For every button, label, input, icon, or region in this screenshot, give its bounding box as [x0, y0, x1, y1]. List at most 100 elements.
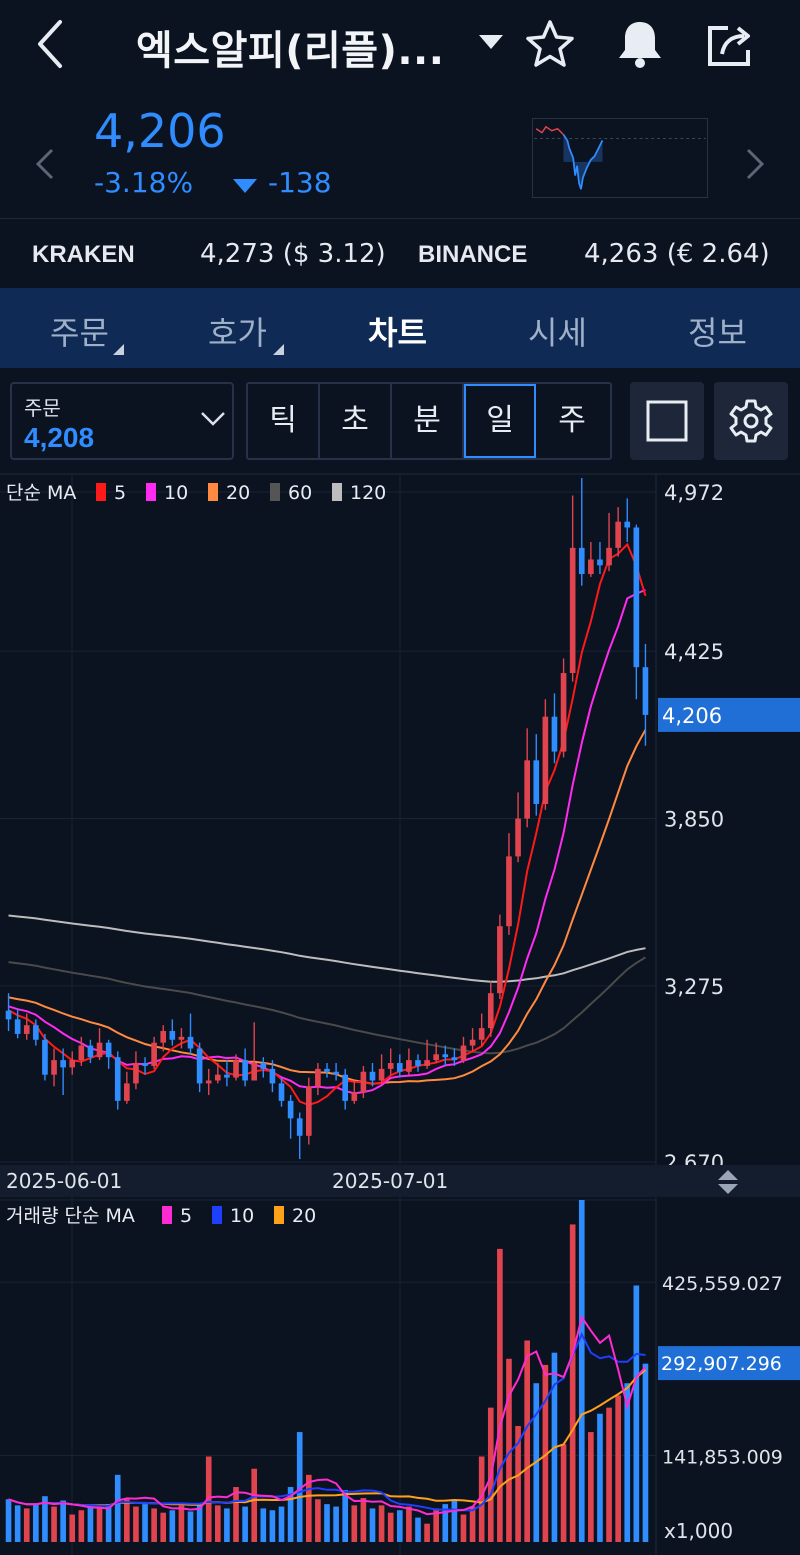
candle-body: [60, 1060, 66, 1068]
volume-bar: [560, 1444, 567, 1542]
period-minute[interactable]: 분: [392, 384, 464, 458]
mini-sparkline[interactable]: [532, 118, 708, 198]
price-chart[interactable]: 4,9724,4253,8503,2752,6704,206425,559.02…: [0, 472, 800, 1555]
legend-label: 5: [114, 482, 126, 504]
candle-body: [324, 1068, 330, 1072]
volume-bar: [597, 1413, 603, 1542]
volume-bar: [69, 1514, 76, 1542]
candle-body: [87, 1045, 94, 1058]
candle-body: [51, 1060, 57, 1075]
period-tick[interactable]: 틱: [248, 384, 320, 458]
period-day[interactable]: 일: [464, 384, 536, 458]
exchange-value-binance: 4,263 (€ 2.64): [584, 239, 770, 269]
volume-bar: [588, 1432, 594, 1542]
fullscreen-button[interactable]: [630, 382, 704, 460]
current-price: 4,206: [94, 104, 226, 158]
exchange-bar: KRAKEN 4,273 ($ 3.12) BINANCE 4,263 (€ 2…: [0, 218, 800, 288]
chevron-left-icon[interactable]: [30, 146, 60, 182]
legend-label: 120: [350, 482, 386, 504]
candle-body: [424, 1060, 430, 1066]
order-price-select[interactable]: 주문 4,208: [10, 382, 234, 460]
exchange-value-kraken: 4,273 ($ 3.12): [200, 239, 386, 269]
candle-body: [524, 760, 530, 819]
current-volume-tag: [658, 1346, 800, 1381]
volume-bar: [23, 1508, 30, 1542]
candle-body: [278, 1083, 285, 1101]
volume-bar: [442, 1504, 449, 1542]
resize-handle-icon[interactable]: [718, 1170, 738, 1194]
candle-body: [360, 1071, 367, 1093]
volume-bar: [51, 1506, 57, 1542]
candle-body: [133, 1063, 139, 1084]
candle-body: [23, 1025, 30, 1034]
current-volume-label: 292,907.296: [661, 1353, 782, 1375]
y-tick-label: 4,972: [664, 481, 724, 505]
volume-bar: [260, 1508, 267, 1542]
candle-body: [187, 1036, 194, 1049]
volume-bar: [524, 1340, 530, 1542]
volume-bar: [415, 1517, 421, 1542]
volume-bar: [96, 1508, 103, 1542]
share-icon[interactable]: [702, 16, 758, 72]
x-tick-label: 2025-06-01: [6, 1169, 122, 1193]
legend-swatch: [146, 483, 156, 501]
tab-order[interactable]: 주문: [50, 314, 109, 352]
period-week[interactable]: 주: [558, 403, 586, 438]
volume-bar: [569, 1224, 576, 1542]
volume-bar: [333, 1506, 339, 1542]
volume-bar: [642, 1363, 649, 1542]
volume-bar: [14, 1505, 21, 1542]
y-tick-label: 4,425: [664, 640, 724, 664]
volume-bar: [478, 1456, 485, 1542]
current-price-tag: [658, 697, 800, 732]
square-icon: [646, 400, 688, 442]
candle-body: [515, 818, 521, 857]
ma-line: [8, 542, 647, 1107]
volume-bar: [497, 1248, 503, 1542]
legend-label: 5: [180, 1205, 192, 1227]
volume-bar: [224, 1508, 230, 1542]
chevron-right-icon[interactable]: [740, 146, 770, 182]
bell-icon[interactable]: [612, 16, 668, 72]
chart-toolbar: 주문 4,208 틱 초 분 일 주: [0, 368, 800, 472]
candle-body: [151, 1042, 157, 1066]
tab-orderbook[interactable]: 호가: [208, 314, 267, 352]
caret-down-icon[interactable]: [478, 34, 504, 50]
tab-corner-mark: [113, 344, 124, 355]
change-amount: -138: [268, 166, 332, 199]
candle-body: [5, 1010, 12, 1020]
candle-body: [242, 1060, 248, 1081]
candle-body: [305, 1086, 312, 1136]
volume-bar: [287, 1487, 294, 1542]
volume-bar: [151, 1508, 157, 1542]
tab-info[interactable]: 정보: [688, 314, 747, 352]
volume-bar: [60, 1500, 66, 1542]
volume-bar: [424, 1523, 430, 1542]
tab-chart[interactable]: 차트: [368, 314, 427, 352]
candle-body: [124, 1083, 130, 1101]
legend-label: 10: [164, 482, 188, 504]
back-icon[interactable]: [28, 14, 76, 74]
star-icon[interactable]: [524, 18, 576, 70]
volume-bar: [369, 1508, 376, 1542]
coin-title[interactable]: 엑스알피(리플)...: [136, 28, 445, 74]
candle-body: [105, 1042, 112, 1058]
candle-body: [542, 716, 549, 804]
volume-bar: [169, 1510, 176, 1542]
volume-bar: [214, 1505, 221, 1542]
volume-bar: [515, 1425, 521, 1542]
candle-body: [42, 1039, 48, 1075]
candle-body: [460, 1045, 467, 1061]
volume-ma-line: [8, 1314, 647, 1516]
settings-button[interactable]: [714, 382, 788, 460]
x-tick-label: 2025-07-01: [332, 1169, 448, 1193]
candle-body: [469, 1039, 476, 1046]
candle-body: [378, 1068, 385, 1081]
tab-quote[interactable]: 시세: [528, 314, 587, 352]
volume-bar: [33, 1504, 39, 1542]
period-second[interactable]: 초: [320, 384, 392, 458]
candle-body: [269, 1068, 276, 1084]
candle-body: [224, 1074, 230, 1078]
gear-icon: [729, 399, 773, 443]
order-price-value: 4,208: [24, 422, 95, 453]
